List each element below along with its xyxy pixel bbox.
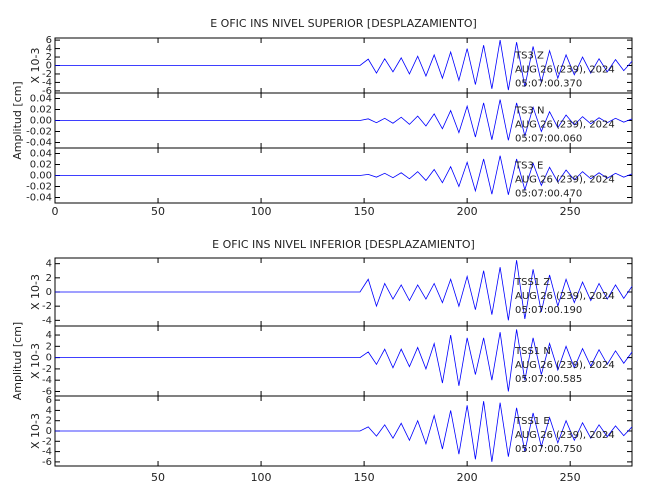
y-axis-label: Amplitud [cm]: [11, 81, 24, 159]
x-tick-label: 0: [52, 205, 59, 218]
x-tick-label: 250: [560, 471, 581, 484]
y-tick-label: 2: [46, 341, 52, 352]
trace-annotation: TSS1 Z: [514, 277, 550, 288]
y-tick-label: -6: [42, 86, 52, 97]
waveform: [55, 40, 633, 91]
y-tick-label: 0: [46, 61, 52, 72]
y-tick-label: 6: [46, 395, 52, 406]
x-tick-label: 150: [354, 471, 375, 484]
trace-annotation: 05:07:00.190: [515, 305, 582, 316]
y-tick-label: 0: [46, 353, 52, 364]
trace-annotation: 05:07:00.060: [515, 134, 582, 145]
y-tick-label: -0.02: [26, 182, 52, 193]
x-tick-label: 100: [251, 471, 272, 484]
trace-annotation: TS3 E: [514, 161, 543, 172]
y-tick-label: 0.02: [30, 105, 52, 116]
x-tick-label: 50: [151, 471, 165, 484]
y-tick-label: -4: [42, 375, 52, 386]
waveform: [55, 99, 633, 141]
chart-title: E OFIC INS NIVEL SUPERIOR [DESPLAZAMIENT…: [210, 17, 477, 30]
y-tick-label: 4: [46, 259, 52, 270]
trace-annotation: 05:07:00.470: [515, 189, 582, 200]
y-tick-label: -4: [42, 447, 52, 458]
y-tick-label: -4: [42, 77, 52, 88]
y-tick-label: 0.04: [30, 94, 52, 105]
trace-annotation: TS3 Z: [514, 51, 544, 62]
waveform: [55, 401, 633, 462]
x-tick-label: 200: [457, 205, 478, 218]
waveform: [55, 155, 633, 195]
y-tick-label: 2: [46, 273, 52, 284]
y-tick-label: 4: [46, 330, 52, 341]
y-tick-label: 0.00: [30, 116, 52, 127]
y-tick-label: 0.00: [30, 171, 52, 182]
y-tick-label: -0.04: [26, 193, 52, 204]
chart-title: E OFIC INS NIVEL INFERIOR [DESPLAZAMIENT…: [212, 238, 475, 251]
y-tick-label: 4: [46, 44, 52, 55]
x-tick-label: 250: [560, 205, 581, 218]
trace-annotation: TS3 N: [514, 106, 544, 117]
trace-annotation: AUG 26 (239), 2024: [515, 65, 615, 76]
y-tick-label: 0.02: [30, 160, 52, 171]
y-tick-label: 0.04: [30, 149, 52, 160]
y-axis-label: Amplitud [cm]: [11, 322, 24, 400]
trace-annotation: AUG 26 (239), 2024: [515, 360, 615, 371]
trace-annotation: 05:07:00.750: [515, 444, 582, 455]
trace-annotation: AUG 26 (239), 2024: [515, 120, 615, 131]
y-tick-label: -2: [42, 436, 52, 447]
trace-annotation: AUG 26 (239), 2024: [515, 291, 615, 302]
y-tick-label: -0.02: [26, 127, 52, 138]
waveform: [55, 260, 633, 321]
trace-annotation: AUG 26 (239), 2024: [515, 175, 615, 186]
y-tick-label: 2: [46, 52, 52, 63]
y-tick-label: 0: [46, 287, 52, 298]
y-tick-label: 2: [46, 416, 52, 427]
y-tick-label: -6: [42, 457, 52, 468]
scale-label: X 10-3: [29, 48, 42, 84]
trace-annotation: 05:07:00.370: [515, 79, 582, 90]
y-tick-label: -2: [42, 301, 52, 312]
scale-label: X 10-3: [29, 274, 42, 310]
x-tick-label: 150: [354, 205, 375, 218]
x-tick-label: 50: [151, 205, 165, 218]
trace-annotation: TSS1 E: [514, 416, 550, 427]
y-tick-label: -2: [42, 364, 52, 375]
x-tick-label: 200: [457, 471, 478, 484]
y-tick-label: -2: [42, 69, 52, 80]
trace-annotation: AUG 26 (239), 2024: [515, 430, 615, 441]
scale-label: X 10-3: [29, 413, 42, 449]
x-tick-label: 100: [251, 205, 272, 218]
trace-annotation: 05:07:00.585: [515, 374, 582, 385]
y-tick-label: 4: [46, 405, 52, 416]
y-tick-label: -0.04: [26, 138, 52, 149]
y-tick-label: 6: [46, 35, 52, 46]
y-tick-label: 0: [46, 426, 52, 437]
y-tick-label: -6: [42, 386, 52, 397]
waveform: [55, 329, 633, 392]
trace-annotation: TSS1 N: [514, 346, 551, 357]
y-tick-label: -4: [42, 315, 52, 326]
scale-label: X 10-3: [29, 343, 42, 379]
